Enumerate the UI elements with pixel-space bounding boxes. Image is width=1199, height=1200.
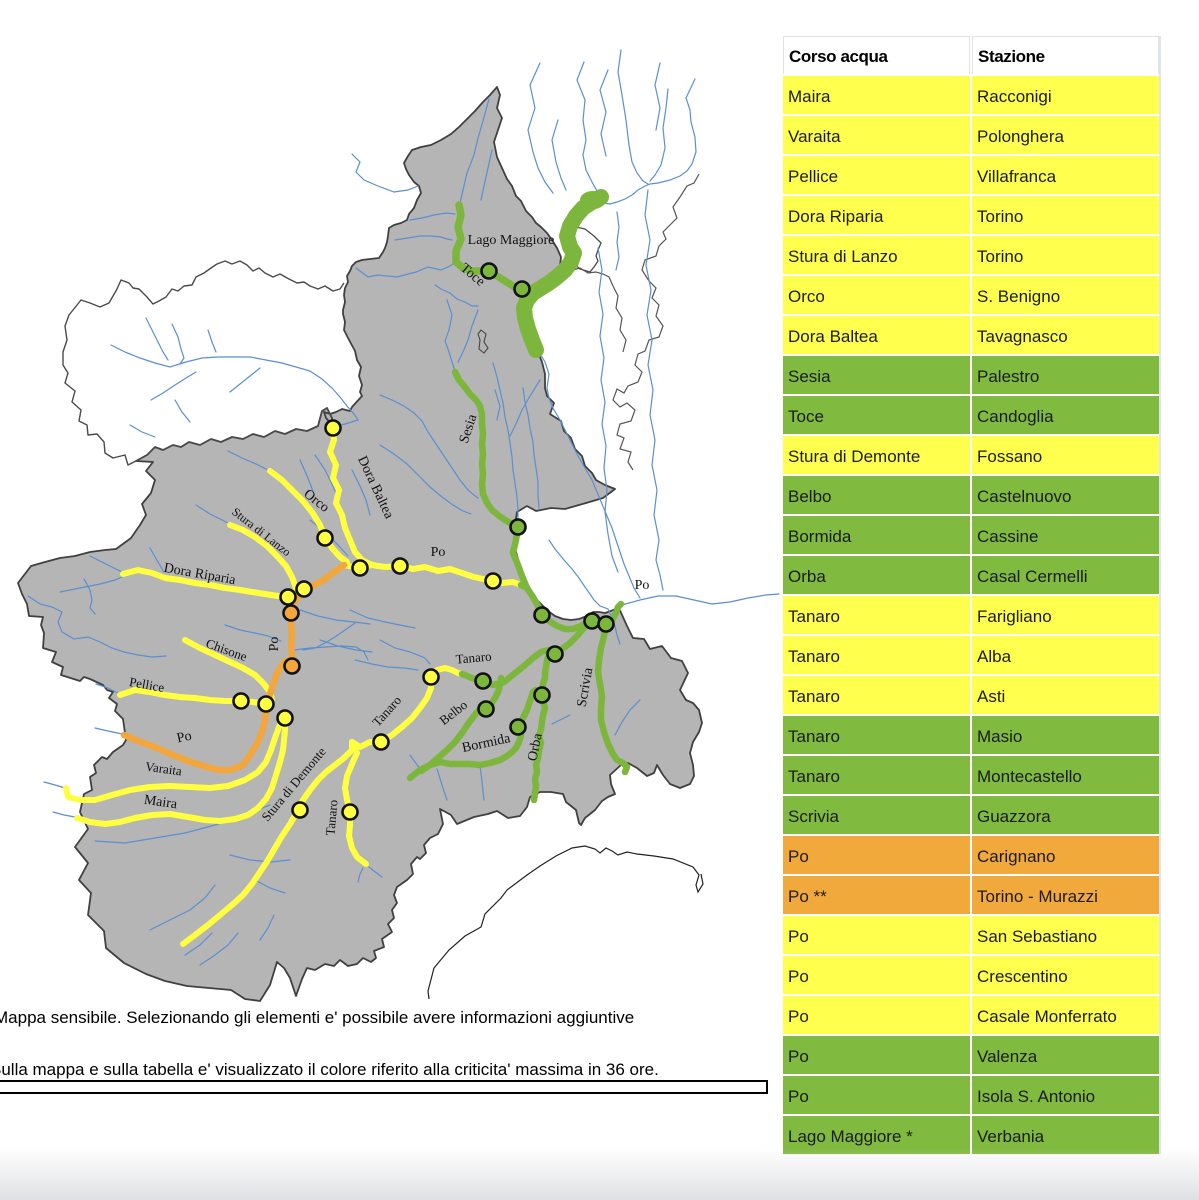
svg-text:Po: Po [175, 729, 193, 747]
svg-text:Maira: Maira [143, 793, 179, 813]
svg-text:Tanaro: Tanaro [455, 648, 492, 666]
svg-text:Po: Po [431, 545, 446, 560]
svg-text:Pellice: Pellice [128, 674, 166, 695]
svg-text:Scrivia: Scrivia [575, 666, 597, 708]
svg-text:Orba: Orba [525, 731, 546, 762]
svg-text:Po: Po [635, 578, 650, 593]
svg-text:Tanaro: Tanaro [322, 799, 340, 836]
svg-text:Varaita: Varaita [144, 759, 183, 779]
svg-text:Lago Maggiore: Lago Maggiore [468, 233, 555, 248]
svg-text:Po: Po [267, 637, 282, 652]
